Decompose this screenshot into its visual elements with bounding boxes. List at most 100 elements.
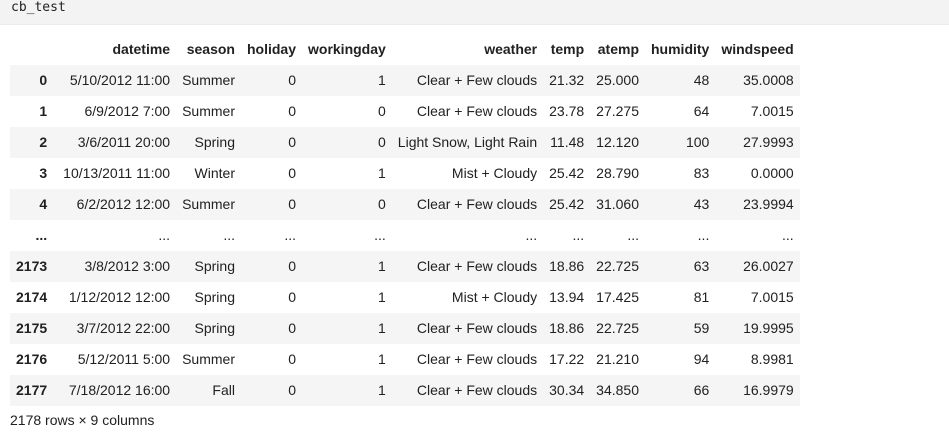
cell-datetime: 6/2/2012 12:00 [76,196,171,212]
column-header-atemp: atemp [597,41,639,57]
table-row: 2174 1/12/2012 12:00 Spring 0 1 Mist + Cloudy… [10,282,800,313]
cell-weather: Light Snow, Light Rain [397,134,538,150]
cell-windspeed: 7.0015 [750,289,794,305]
cell-holiday: 0 [288,134,296,150]
cell-atemp: ... [627,227,639,243]
cell-windspeed: 35.0008 [743,72,794,88]
cell-workingday: 1 [378,382,386,398]
row-index: 4 [39,196,48,212]
column-header-humidity: humidity [651,41,710,57]
cell-season: Spring [194,320,235,336]
cell-temp: 18.86 [549,258,585,274]
cell-workingday: 1 [378,320,386,336]
table-header-row: datetime season holiday workingday weather te… [10,34,800,65]
cell-atemp: 21.210 [596,351,639,367]
cell-holiday: 0 [288,258,296,274]
cell-season: Summer [182,351,235,367]
cell-datetime: 3/7/2012 22:00 [76,320,171,336]
cell-atemp: 34.850 [596,382,639,398]
cell-weather: Mist + Cloudy [451,165,538,181]
row-index: 0 [39,72,48,88]
cell-humidity: 59 [693,320,710,336]
cell-season: Spring [194,258,235,274]
cell-weather: Clear + Few clouds [416,320,538,336]
cell-temp: 25.42 [549,196,585,212]
cell-atemp: 12.120 [596,134,639,150]
column-header-temp: temp [550,41,585,57]
cell-weather: Clear + Few clouds [416,351,538,367]
column-header-datetime: datetime [112,41,171,57]
cell-season: Winter [194,165,235,181]
cell-workingday: 1 [378,258,386,274]
cell-temp: 23.78 [549,103,585,119]
cell-windspeed: 16.9979 [743,382,794,398]
cell-datetime: 10/13/2011 11:00 [63,165,171,181]
cell-temp: 18.86 [549,320,585,336]
cell-season: Summer [182,103,235,119]
cell-workingday: ... [374,227,386,243]
cell-temp: 25.42 [549,165,585,181]
cell-humidity: 94 [693,351,710,367]
table-row: 0 5/10/2012 11:00 Summer 0 1 Clear + Few clou… [10,65,800,96]
table-row: 3 10/13/2011 11:00 Winter 0 1 Mist + Cloudy 25… [10,158,800,189]
cell-humidity: 81 [693,289,710,305]
row-index: 2176 [16,351,48,367]
cell-holiday: 0 [288,72,296,88]
cell-holiday: 0 [288,320,296,336]
row-index: 2175 [16,320,48,336]
cell-holiday: 0 [288,382,296,398]
cell-weather: ... [525,227,538,243]
cell-atemp: 28.790 [596,165,639,181]
cell-weather: Clear + Few clouds [416,103,538,119]
table-row: 4 6/2/2012 12:00 Summer 0 0 Clear + Few cloud… [10,189,800,220]
table-row: .............................. [10,220,800,251]
cell-temp: 21.32 [549,72,585,88]
cell-temp: 17.22 [549,351,585,367]
cell-holiday: 0 [288,351,296,367]
cell-datetime: ... [158,227,171,243]
code-cell[interactable]: cb_test [0,0,949,25]
cell-workingday: 0 [378,196,386,212]
dataframe-shape: 2178 rows × 9 columns [10,412,155,428]
cell-temp: 30.34 [549,382,585,398]
cell-windspeed: 8.9981 [750,351,794,367]
cell-weather: Clear + Few clouds [416,72,538,88]
table-row: 2176 5/12/2011 5:00 Summer 0 1 Clear + Few cl… [10,344,800,375]
column-header-workingday: workingday [308,41,386,57]
cell-datetime: 3/8/2012 3:00 [84,258,171,274]
cell-datetime: 6/9/2012 7:00 [84,103,171,119]
cell-holiday: 0 [288,103,296,119]
cell-humidity: ... [697,227,710,243]
cell-weather: Mist + Cloudy [451,289,538,305]
cell-atemp: 22.725 [596,320,639,336]
row-index: 2174 [16,289,48,305]
cell-humidity: 48 [693,72,710,88]
row-index: 1 [39,103,48,119]
cell-atemp: 22.725 [596,258,639,274]
cell-humidity: 63 [693,258,710,274]
cell-windspeed: 0.0000 [750,165,794,181]
cell-workingday: 0 [378,103,386,119]
cell-windspeed: 27.9993 [743,134,794,150]
cell-windspeed: 19.9995 [743,320,794,336]
table-row: 2175 3/7/2012 22:00 Spring 0 1 Clear + Few cl… [10,313,800,344]
cell-datetime: 1/12/2012 12:00 [68,289,171,305]
cell-humidity: 64 [693,103,710,119]
cell-temp: ... [572,227,585,243]
cell-datetime: 7/18/2012 16:00 [68,382,171,398]
code-text[interactable]: cb_test [11,0,66,15]
cell-humidity: 83 [693,165,710,181]
cell-humidity: 66 [693,382,710,398]
cell-windspeed: ... [782,227,794,243]
cell-holiday: 0 [288,165,296,181]
table-row: 2 3/6/2011 20:00 Spring 0 0 Light Snow, Light… [10,127,800,158]
cell-windspeed: 26.0027 [743,258,794,274]
cell-workingday: 0 [378,134,386,150]
cell-atemp: 31.060 [596,196,639,212]
cell-season: Spring [194,289,235,305]
cell-datetime: 5/12/2011 5:00 [77,351,171,367]
cell-humidity: 43 [693,196,710,212]
table-body: 0 5/10/2012 11:00 Summer 0 1 Clear + Few clou… [10,65,800,406]
column-header-weather: weather [484,41,538,57]
cell-datetime: 5/10/2012 11:00 [69,72,171,88]
